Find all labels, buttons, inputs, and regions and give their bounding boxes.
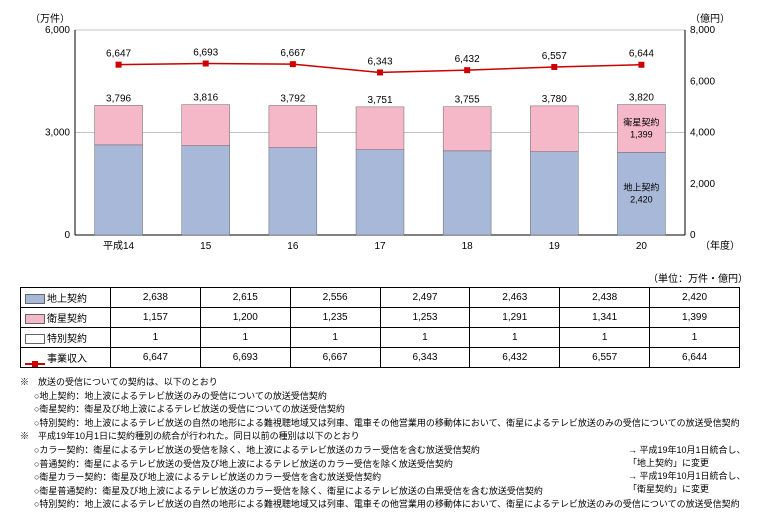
- table-cell: 6,432: [470, 348, 560, 368]
- svg-text:3,780: 3,780: [542, 94, 567, 105]
- table-cell: 6,644: [650, 348, 740, 368]
- svg-text:6,667: 6,667: [280, 48, 305, 59]
- svg-text:0: 0: [690, 230, 696, 241]
- table-cell: 1,291: [470, 308, 560, 328]
- arrow-note: → 平成19年10月1日統合し、「地上契約」に変更: [628, 445, 746, 468]
- table-cell: 1,200: [200, 308, 290, 328]
- svg-text:20: 20: [636, 241, 648, 252]
- table-cell: 1: [380, 328, 470, 348]
- note-item: ○地上契約：地上波によるテレビ放送のみの受信についての放送受信契約: [20, 390, 748, 403]
- svg-text:3,751: 3,751: [367, 95, 392, 106]
- table-cell: 1: [470, 328, 560, 348]
- table-cell: 1: [290, 328, 380, 348]
- table-cell: 1: [200, 328, 290, 348]
- svg-text:17: 17: [374, 241, 386, 252]
- svg-text:3,820: 3,820: [629, 93, 654, 104]
- svg-text:6,000: 6,000: [45, 25, 70, 36]
- table-cell: 2,615: [200, 288, 290, 308]
- table-cell: 2,420: [650, 288, 740, 308]
- svg-text:0: 0: [64, 230, 70, 241]
- data-table-area: （単位：万件・億円） 地上契約2,6382,6152,5562,4972,463…: [20, 270, 748, 368]
- svg-text:6,343: 6,343: [367, 56, 392, 67]
- svg-text:6,557: 6,557: [542, 51, 567, 62]
- svg-text:（年度）: （年度）: [700, 239, 740, 252]
- svg-text:3,000: 3,000: [45, 128, 70, 139]
- note-item: ○特別契約：地上波によるテレビ放送の自然の地形による難視聴地域又は列車、電車その…: [20, 498, 748, 511]
- table-cell: 2,463: [470, 288, 560, 308]
- svg-text:2,420: 2,420: [630, 195, 653, 205]
- svg-text:16: 16: [287, 241, 299, 252]
- table-cell: 1,157: [111, 308, 201, 328]
- svg-text:3,796: 3,796: [106, 93, 131, 104]
- table-cell: 6,667: [290, 348, 380, 368]
- data-table: 地上契約2,6382,6152,5562,4972,4632,4382,420 衛…: [20, 287, 740, 368]
- svg-text:地上契約: 地上契約: [623, 182, 659, 193]
- table-cell: 6,343: [380, 348, 470, 368]
- table-cell: 6,557: [560, 348, 650, 368]
- svg-text:6,647: 6,647: [106, 49, 131, 60]
- svg-text:衛星契約: 衛星契約: [623, 116, 659, 127]
- svg-text:8,000: 8,000: [690, 25, 715, 36]
- note-header-2: ※ 平成19年10月1日に契約種別の統合が行われた。同日以前の種別は以下のとおり: [20, 430, 748, 443]
- svg-text:6,693: 6,693: [193, 47, 218, 58]
- svg-text:4,000: 4,000: [690, 128, 715, 139]
- arrow-note: → 平成19年10月1日統合し、「衛星契約」に変更: [628, 471, 746, 494]
- table-cell: 2,556: [290, 288, 380, 308]
- table-cell: 6,647: [111, 348, 201, 368]
- table-cell: 1,341: [560, 308, 650, 328]
- table-cell: 1: [560, 328, 650, 348]
- svg-text:6,644: 6,644: [629, 49, 654, 60]
- svg-text:18: 18: [462, 241, 474, 252]
- table-cell: 1: [650, 328, 740, 348]
- footnotes: ※ 放送の受信についての契約は、以下のとおり ○地上契約：地上波によるテレビ放送…: [20, 376, 748, 511]
- svg-text:1,399: 1,399: [630, 129, 653, 139]
- note-item: ○特別契約：地上波によるテレビ放送の自然の地形による難視聴地域又は列車、電車その…: [20, 417, 748, 430]
- chart-svg: 0 3,000 6,000 0 2,000 4,000 6,000 8,000 3,796 平成1…: [20, 10, 740, 260]
- table-unit-label: （単位：万件・億円）: [20, 270, 748, 285]
- legend-cell: 衛星契約: [21, 308, 111, 328]
- table-cell: 1,253: [380, 308, 470, 328]
- table-cell: 1,399: [650, 308, 740, 328]
- legend-cell: 事業収入: [21, 348, 111, 368]
- table-cell: 6,693: [200, 348, 290, 368]
- svg-text:3,816: 3,816: [193, 93, 218, 104]
- svg-text:（億円）: （億円）: [690, 12, 730, 25]
- svg-text:平成14: 平成14: [103, 240, 135, 252]
- table-cell: 2,638: [111, 288, 201, 308]
- legend-cell: 特別契約: [21, 328, 111, 348]
- note-header-1: ※ 放送の受信についての契約は、以下のとおり: [20, 376, 748, 389]
- table-cell: 2,438: [560, 288, 650, 308]
- svg-text:（万件）: （万件）: [30, 13, 70, 25]
- note-item: ○衛星契約：衛星及び地上波によるテレビ放送の受信についての放送受信契約: [20, 403, 748, 416]
- table-cell: 1: [111, 328, 201, 348]
- svg-text:2,000: 2,000: [690, 179, 715, 190]
- table-cell: 2,497: [380, 288, 470, 308]
- legend-cell: 地上契約: [21, 288, 111, 308]
- table-cell: 1,235: [290, 308, 380, 328]
- chart-container: 0 3,000 6,000 0 2,000 4,000 6,000 8,000 3,796 平成1…: [20, 10, 740, 260]
- svg-text:3,755: 3,755: [455, 95, 480, 106]
- svg-text:15: 15: [200, 241, 212, 252]
- svg-text:6,432: 6,432: [455, 54, 480, 65]
- svg-text:3,792: 3,792: [280, 93, 305, 104]
- svg-text:6,000: 6,000: [690, 76, 715, 87]
- svg-text:19: 19: [549, 241, 561, 252]
